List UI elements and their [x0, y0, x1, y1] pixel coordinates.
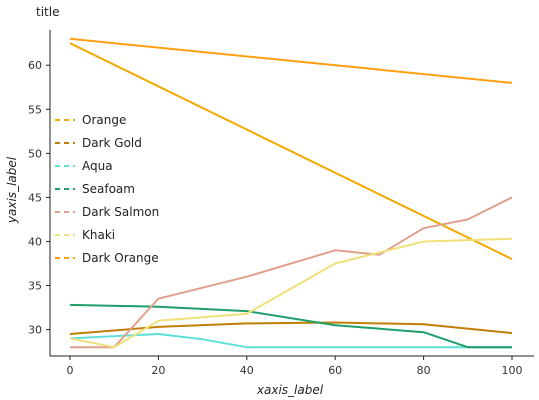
- y-tick-label: 50: [28, 147, 42, 160]
- series-line-khaki: [69, 237, 513, 349]
- series-line-orange: [69, 42, 513, 260]
- legend-label-dark-gold: Dark Gold: [82, 136, 142, 150]
- y-tick-label: 35: [28, 280, 42, 293]
- legend-label-khaki: Khaki: [82, 228, 115, 242]
- legend-label-seafoam: Seafoam: [82, 182, 135, 196]
- y-axis-title: yaxis_label: [5, 156, 19, 224]
- y-tick-label: 45: [28, 191, 42, 204]
- series-lines: [69, 37, 513, 349]
- series-line-seafoam: [69, 303, 512, 349]
- y-tick-label: 40: [28, 235, 42, 248]
- x-tick-label: 80: [417, 364, 431, 377]
- x-tick-label: 0: [67, 364, 74, 377]
- legend-label-aqua: Aqua: [82, 159, 113, 173]
- x-tick-label: 100: [502, 364, 523, 377]
- x-tick-label: 40: [240, 364, 254, 377]
- legend-label-orange: Orange: [82, 113, 126, 127]
- y-tick-label: 60: [28, 59, 42, 72]
- series-line-aqua: [69, 333, 512, 349]
- x-axis-title: xaxis_label: [256, 383, 324, 397]
- legend: Orange Dark Gold Aqua Seafoam Dark Salmon Kha…: [55, 113, 159, 265]
- y-tick-label: 55: [28, 103, 42, 116]
- legend-label-dark-salmon: Dark Salmon: [82, 205, 159, 219]
- legend-label-dark-orange: Dark Orange: [82, 251, 159, 265]
- series-line-dark-gold: [69, 321, 513, 335]
- series-line-dark-salmon: [70, 196, 513, 349]
- series-line-dark-orange: [69, 37, 513, 84]
- axes: 30 35 40 45 50 55 60 0 20 40 60 80 100: [28, 30, 534, 377]
- x-tick-label: 20: [151, 364, 165, 377]
- y-tick-label: 30: [28, 324, 42, 337]
- chart-title: title: [36, 5, 59, 19]
- x-tick-label: 60: [328, 364, 342, 377]
